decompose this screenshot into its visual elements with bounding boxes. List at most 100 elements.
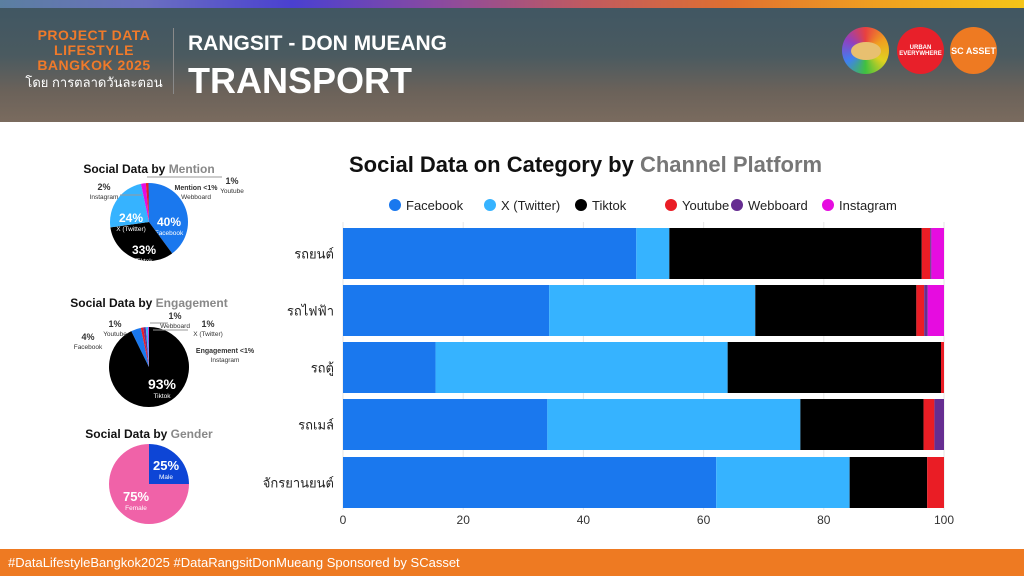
- brand-line: PROJECT DATA: [37, 27, 151, 43]
- brand-line: BANGKOK 2025: [37, 57, 151, 73]
- mention-pie-title: Social Data by Mention: [49, 162, 249, 176]
- pie-slice-female: [109, 444, 189, 524]
- legend-marker: [822, 199, 834, 211]
- slice-value-label: 93%: [148, 376, 177, 392]
- title-main: Social Data by: [85, 427, 171, 441]
- slice-value-label: 1%: [108, 319, 121, 329]
- x-tick-label: 80: [817, 513, 831, 527]
- chart-title: Social Data on Category by Channel Platf…: [349, 152, 822, 178]
- bar-segment-x-twitter-: [636, 228, 670, 279]
- slice-name-label: Instagram: [90, 194, 119, 201]
- slice-value-label: 75%: [123, 489, 149, 504]
- bar-segment-tiktok: [800, 399, 924, 450]
- title-main: Social Data on Category by: [349, 152, 640, 177]
- bar-segment-tiktok: [669, 228, 922, 279]
- bar-segment-facebook: [343, 457, 717, 508]
- bar-segment-tiktok: [849, 457, 928, 508]
- legend-marker: [484, 199, 496, 211]
- header-banner: PROJECT DATA LIFESTYLE BANGKOK 2025 โดย …: [0, 0, 1024, 122]
- slice-value-label: 1%: [201, 319, 214, 329]
- legend-marker: [575, 199, 587, 211]
- bar-segment-youtube: [927, 457, 944, 508]
- slice-name-label: Tiktok: [135, 258, 153, 265]
- slice-value-label: 25%: [153, 458, 179, 473]
- pie-slice-youtube: [145, 183, 149, 222]
- bar-segment-youtube: [923, 399, 935, 450]
- bar-segment-webboard: [924, 285, 928, 336]
- slice-name-label: Male: [159, 474, 173, 481]
- page-subtitle: RANGSIT - DON MUEANG: [188, 32, 447, 55]
- bar-segment-instagram: [927, 285, 944, 336]
- bar-segment-instagram: [931, 228, 944, 279]
- footer-hashtags: #DataLifestyleBangkok2025 #DataRangsitDo…: [0, 549, 1024, 576]
- title-main: Social Data by: [83, 162, 169, 176]
- bar-segment-x-twitter-: [549, 285, 756, 336]
- pie-slice-tiktok: [110, 222, 173, 261]
- bar-segment-tiktok: [727, 342, 941, 393]
- slice-name-label: Female: [125, 505, 147, 512]
- pie-slice-tiktok: [109, 327, 190, 407]
- bar-segment-facebook: [343, 399, 548, 450]
- sc-asset-logo: SC ASSET: [950, 27, 997, 74]
- slice-name-label: X (Twitter): [116, 226, 146, 233]
- slice-name-label: Webboard: [181, 194, 211, 201]
- pie-slice-male: [149, 444, 189, 484]
- slice-value-label: 1%: [225, 176, 238, 186]
- divider: [173, 28, 174, 94]
- urban-everywhere-logo: URBAN EVERYWHERE: [897, 27, 944, 74]
- x-tick-label: 40: [577, 513, 591, 527]
- pie-slice-instagram: [140, 183, 149, 222]
- x-tick-label: 20: [457, 513, 471, 527]
- bar-segment-youtube: [916, 285, 925, 336]
- bar-segment-facebook: [343, 285, 550, 336]
- category-label: จักรยานยนต์: [263, 476, 334, 492]
- slice-value-label: 24%: [119, 211, 143, 225]
- legend-marker: [389, 199, 401, 211]
- pie-slice-instagram: [148, 327, 149, 367]
- x-tick-label: 0: [340, 513, 347, 527]
- engagement-pie-title: Social Data by Engagement: [49, 296, 249, 310]
- bar-segment-x-twitter-: [435, 342, 728, 393]
- slice-name-label: Youtube: [103, 331, 127, 338]
- title-accent: Mention: [168, 162, 215, 176]
- title-accent: Gender: [170, 427, 213, 441]
- category-label: รถยนต์: [294, 247, 334, 263]
- bar-segment-webboard: [930, 228, 932, 279]
- slice-value-label: Engagement <1%: [196, 348, 255, 355]
- x-tick-label: 100: [934, 513, 954, 527]
- bar-segment-tiktok: [755, 285, 917, 336]
- slice-value-label: 4%: [81, 332, 94, 342]
- gender-pie-title: Social Data by Gender: [49, 427, 249, 441]
- pie-slice-x-twitter-: [145, 327, 149, 367]
- page-title: TRANSPORT: [188, 60, 412, 101]
- title-accent: Channel Platform: [639, 152, 823, 177]
- category-label: รถตู้: [311, 362, 334, 377]
- slice-value-label: 1%: [168, 311, 181, 321]
- bar-segment-youtube: [921, 228, 931, 279]
- pie-slice-webboard: [143, 327, 149, 367]
- brand-block: PROJECT DATA LIFESTYLE BANGKOK 2025 โดย …: [24, 27, 164, 91]
- legend-label: Tiktok: [592, 198, 627, 213]
- slice-name-label: Facebook: [74, 344, 103, 351]
- category-label: รถเมล์: [298, 418, 334, 434]
- brand-line: LIFESTYLE: [54, 42, 134, 58]
- color-strip: [0, 0, 1024, 8]
- slice-name-label: X (Twitter): [193, 331, 223, 338]
- bar-segment-x-twitter-: [547, 399, 801, 450]
- bar-segment-facebook: [343, 342, 436, 393]
- slice-value-label: 2%: [97, 182, 110, 192]
- hat-avatar-logo: [842, 27, 889, 74]
- slice-name-label: Facebook: [155, 230, 184, 237]
- pie-slice-facebook: [149, 183, 188, 254]
- legend-label: Webboard: [748, 198, 808, 213]
- legend-marker: [731, 199, 743, 211]
- bar-segment-webboard: [934, 399, 944, 450]
- slice-value-label: 40%: [157, 215, 181, 229]
- legend-marker: [665, 199, 677, 211]
- legend-label: X (Twitter): [501, 198, 560, 213]
- title-main: Social Data by: [70, 296, 156, 310]
- pie-slice-youtube: [140, 327, 149, 367]
- title-accent: Engagement: [155, 296, 228, 310]
- x-tick-label: 60: [697, 513, 711, 527]
- pie-slice-facebook: [131, 327, 149, 367]
